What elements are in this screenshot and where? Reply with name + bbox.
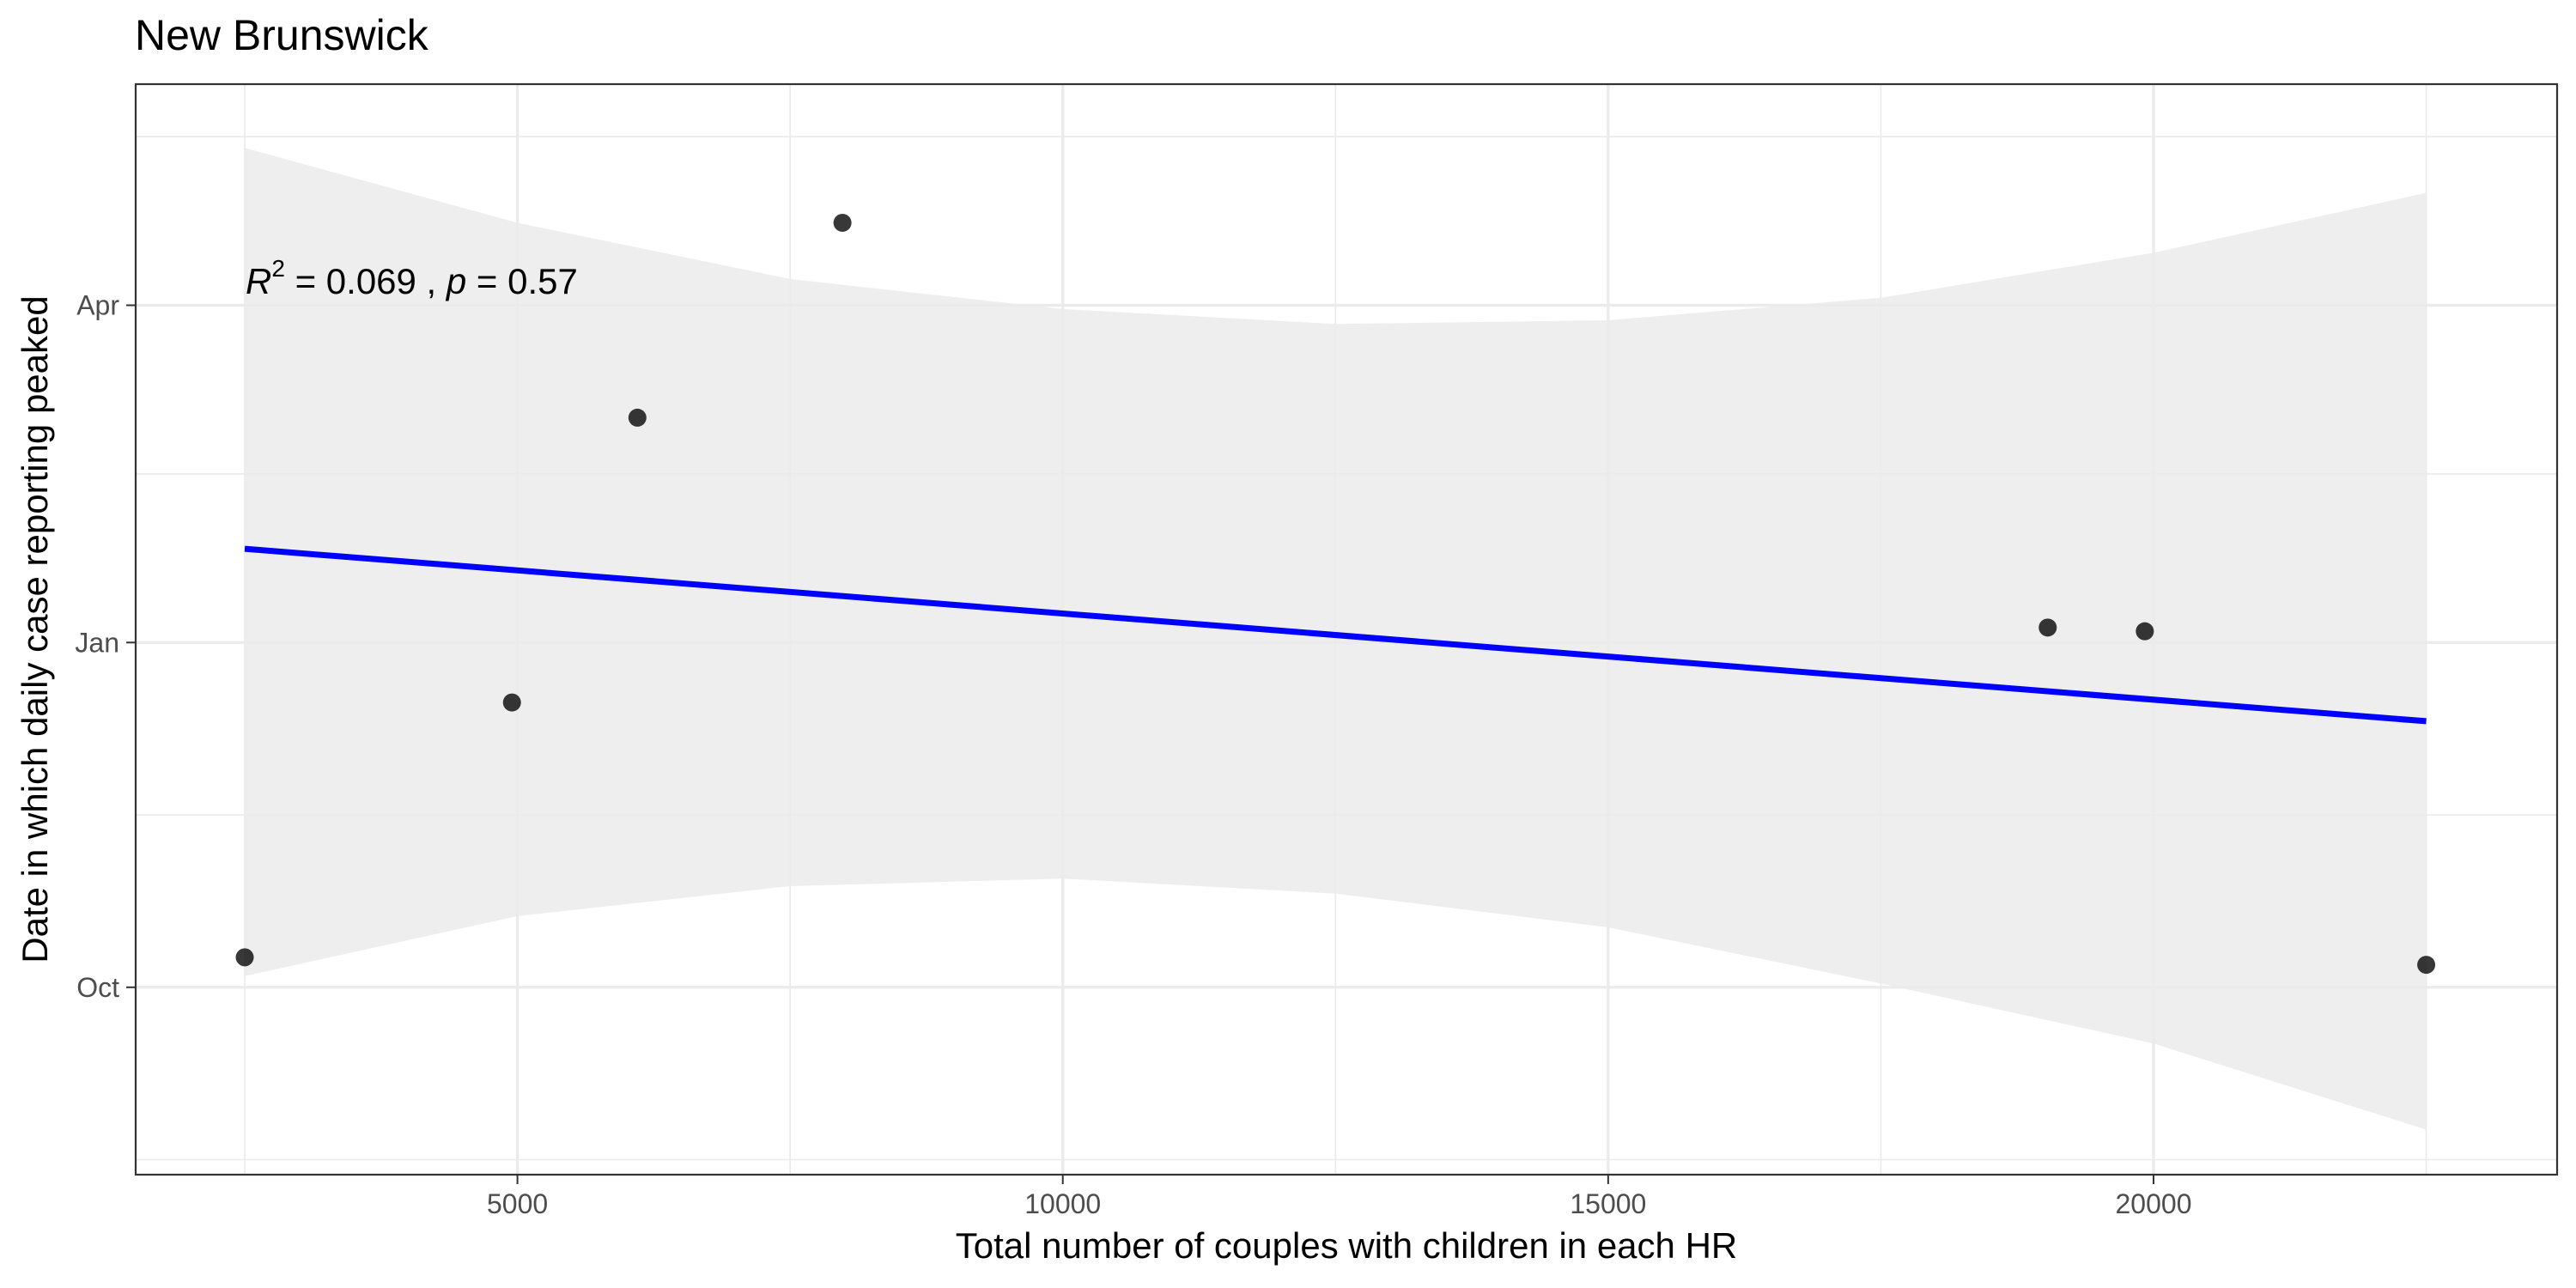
data-point: [833, 213, 852, 232]
y-tick-label: Oct: [76, 972, 119, 1003]
chart-title: New Brunswick: [135, 11, 429, 59]
x-tick-label: 10000: [1024, 1188, 1101, 1219]
regression-line: [244, 545, 2427, 725]
data-point: [235, 948, 254, 967]
y-axis-title: Date in which daily case reporting peake…: [15, 295, 55, 963]
confidence-band: [245, 148, 2427, 1130]
p-value: = 0.57: [466, 261, 578, 301]
x-axis-title: Total number of couples with children in…: [956, 1225, 1737, 1266]
data-point: [628, 408, 647, 427]
x-tick-label: 15000: [1570, 1188, 1646, 1219]
panel-border: [134, 82, 2559, 1176]
y-tick-label: Jan: [75, 627, 119, 658]
p-symbol: p: [445, 261, 466, 301]
x-axis-ticks: 5000 10000 15000 20000: [487, 1175, 2191, 1219]
x-tick-label: 5000: [487, 1188, 548, 1219]
data-points: [235, 213, 2436, 975]
r2-symbol: R: [246, 261, 271, 301]
regression-annotation: R2 = 0.069 , p = 0.57: [246, 255, 578, 301]
r2-value: = 0.069 ,: [285, 261, 447, 301]
data-point: [2038, 618, 2057, 637]
x-tick-label: 20000: [2116, 1188, 2192, 1219]
y-axis-ticks: Oct Jan Apr: [75, 289, 136, 1003]
data-point: [502, 693, 521, 712]
r2-superscript: 2: [271, 255, 285, 282]
y-tick-label: Apr: [76, 289, 119, 320]
data-point: [2417, 956, 2436, 975]
data-point: [2136, 622, 2154, 641]
